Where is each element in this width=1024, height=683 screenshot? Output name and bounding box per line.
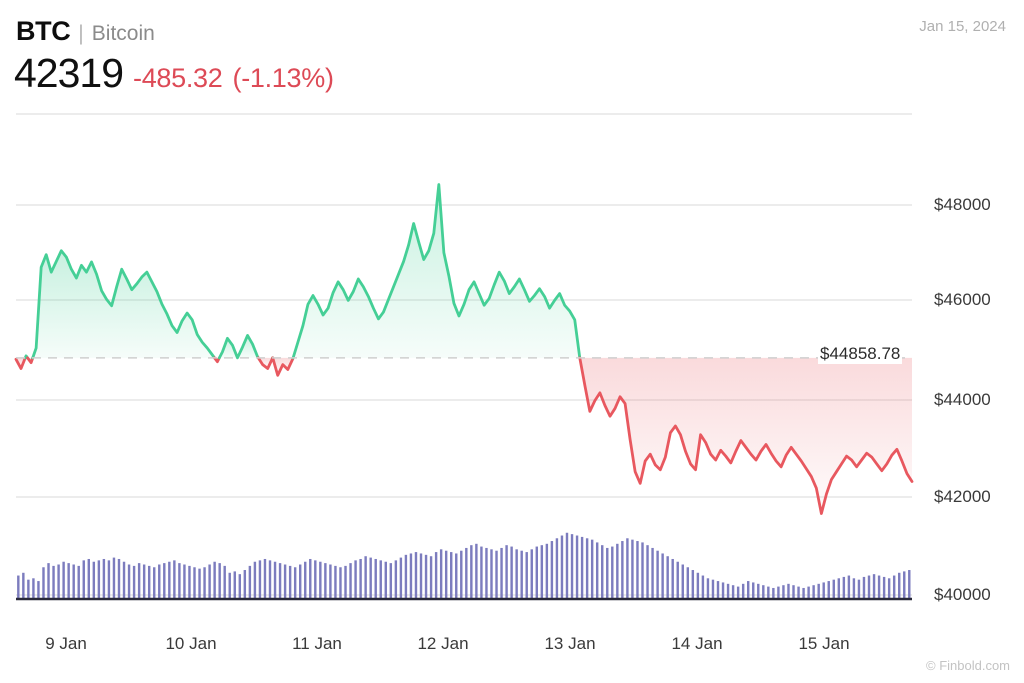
x-tick-label-11-jan: 11 Jan [292,634,342,653]
y-tick-label-40000: $40000 [934,585,991,604]
x-tick-label-15-jan: 15 Jan [798,634,850,653]
price-change-absolute: -485.32 [133,63,223,93]
x-tick-label-14-jan: 14 Jan [671,634,723,653]
asset-name: Bitcoin [91,22,155,45]
price-line [14,183,914,515]
ticker-separator: | [78,22,84,45]
reference-price-label: $44858.78 [818,344,903,364]
x-tick-label-13-jan: 13 Jan [544,634,596,653]
watermark: © Finbold.com [926,658,1010,673]
x-tick-label-12-jan: 12 Jan [417,634,469,653]
x-tick-label-9-jan: 9 Jan [45,634,87,653]
y-tick-label-42000: $42000 [934,487,991,506]
header-date: Jan 15, 2024 [919,18,1006,35]
y-tick-label-44000: $44000 [934,390,991,409]
y-tick-label-48000: $48000 [934,195,991,214]
y-tick-label-46000: $46000 [934,290,991,309]
volume-bars [17,532,911,599]
price-row: 42319 -485.32 (-1.13%) [14,50,334,97]
current-price: 42319 [14,50,124,96]
ticker-row: BTC | Bitcoin [16,16,155,47]
chart-header: BTC | Bitcoin 42319 -485.32 (-1.13%) Jan… [0,0,1024,108]
price-area-fill [16,184,912,514]
x-tick-label-10-jan: 10 Jan [165,634,217,653]
price-change-percent: (-1.13%) [232,63,334,93]
ticker-symbol: BTC [16,16,71,46]
